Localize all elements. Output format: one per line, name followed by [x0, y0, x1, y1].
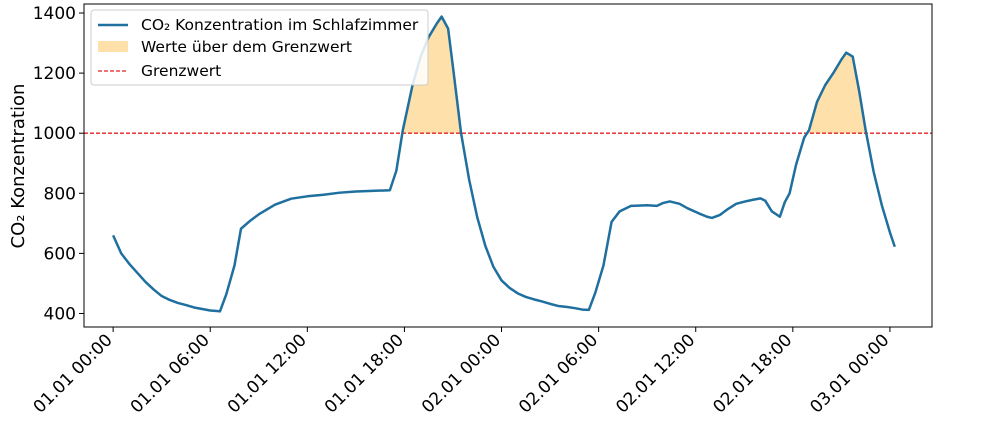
legend-label-fill: Werte über dem Grenzwert [141, 38, 352, 56]
legend-fill-swatch [98, 41, 128, 52]
x-tick-label: 01.01 00:00 [30, 330, 117, 417]
above-threshold-area-1 [807, 52, 867, 134]
y-tick-label: 600 [44, 244, 76, 264]
x-tick-label: 01.01 12:00 [224, 330, 311, 417]
y-axis-title: CO₂ Konzentration [8, 84, 29, 249]
y-tick-label: 1200 [33, 64, 76, 84]
legend-box [90, 9, 429, 86]
x-tick-label: 01.01 06:00 [127, 330, 214, 417]
legend-label-line: CO₂ Konzentration im Schlafzimmer [141, 16, 419, 34]
x-tick-label: 02.01 18:00 [709, 330, 796, 417]
x-tick-label: 01.01 18:00 [321, 330, 408, 417]
x-tick-label: 02.01 12:00 [612, 330, 699, 417]
legend-label-threshold: Grenzwert [141, 62, 221, 80]
x-tick-label: 03.01 00:00 [806, 330, 893, 417]
plot-frame [83, 3, 933, 328]
y-tick-label: 800 [44, 184, 76, 204]
x-tick-label: 02.01 06:00 [515, 330, 602, 417]
x-tick-label: 02.01 00:00 [418, 330, 505, 417]
legend: CO₂ Konzentration im Schlafzimmer Werte … [90, 9, 429, 86]
y-tick-label: 400 [44, 304, 76, 324]
y-tick-label: 1000 [33, 124, 76, 144]
above-threshold-area-0 [402, 16, 462, 134]
co2-series-line [111, 15, 896, 313]
y-tick-label: 1400 [33, 4, 76, 24]
